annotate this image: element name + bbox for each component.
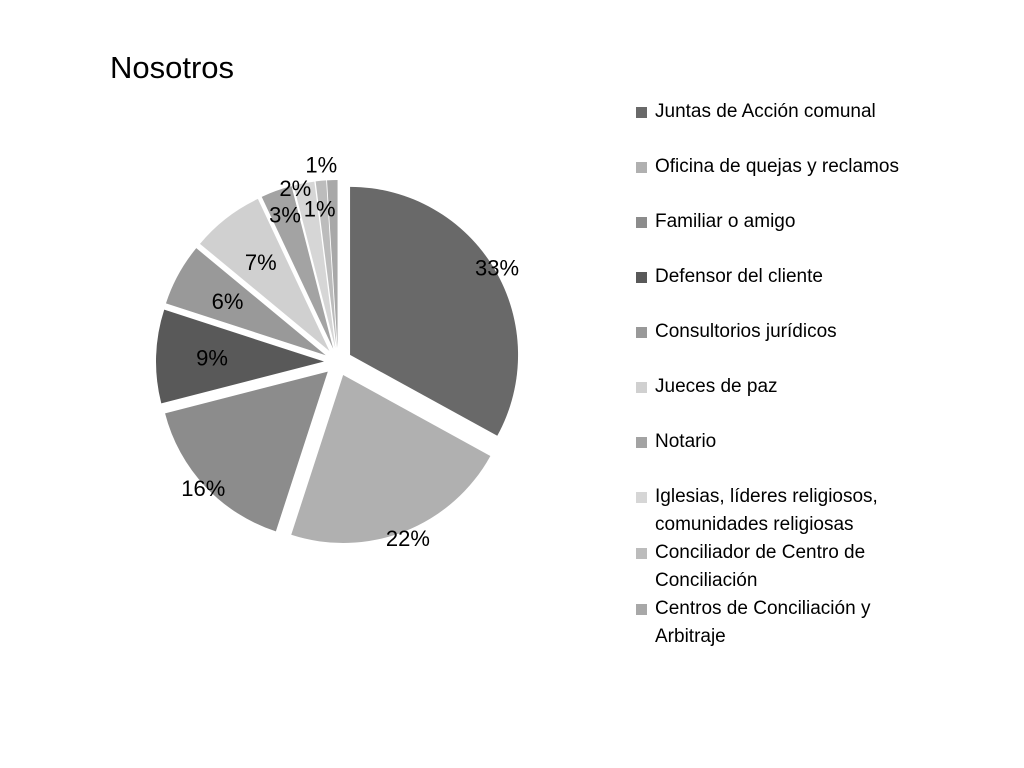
pie-slices bbox=[156, 180, 519, 544]
legend-swatch bbox=[636, 327, 647, 338]
legend: Juntas de Acción comunal Oficina de queja… bbox=[636, 98, 936, 651]
pie-slice bbox=[327, 180, 338, 349]
pie-slice bbox=[350, 186, 519, 436]
pie-data-label: 3% bbox=[269, 202, 301, 227]
legend-item: Centros de Conciliación y Arbitraje bbox=[636, 595, 936, 651]
pie-data-label: 33% bbox=[475, 255, 519, 280]
pie-slice bbox=[165, 371, 328, 532]
legend-label: Juntas de Acción comunal bbox=[655, 101, 876, 122]
legend-item: Iglesias, líderes religiosos, comunidade… bbox=[636, 483, 936, 539]
legend-swatch bbox=[636, 382, 647, 393]
legend-swatch bbox=[636, 107, 647, 118]
pie-slice bbox=[293, 181, 336, 349]
pie-data-label: 7% bbox=[245, 250, 277, 275]
pie-data-label: 1% bbox=[304, 196, 336, 221]
legend-label: Consultorios jurídicos bbox=[655, 321, 837, 342]
legend-item: Conciliador de Centro de Conciliación bbox=[636, 539, 936, 595]
legend-label: Familiar o amigo bbox=[655, 211, 796, 232]
pie-slice bbox=[156, 309, 325, 404]
legend-swatch bbox=[636, 272, 647, 283]
pie-data-label: 16% bbox=[181, 476, 225, 501]
pie-data-label: 6% bbox=[212, 289, 244, 314]
pie-data-labels: 33% 22% 16% 9% 6%7% 3%2%1% 1% bbox=[181, 152, 519, 551]
pie-slice bbox=[315, 180, 337, 349]
pie-data-label: 22% bbox=[386, 526, 430, 551]
pie-data-label: 1% bbox=[305, 152, 337, 177]
pie-data-label: 9% bbox=[196, 346, 228, 371]
legend-label: Centros de Conciliación y Arbitraje bbox=[655, 598, 871, 647]
legend-swatch bbox=[636, 162, 647, 173]
pie-data-label: 2% bbox=[279, 176, 311, 201]
legend-label: Defensor del cliente bbox=[655, 266, 823, 287]
legend-swatch bbox=[636, 492, 647, 503]
legend-swatch bbox=[636, 217, 647, 228]
legend-item: Notario bbox=[636, 428, 936, 456]
legend-label: Notario bbox=[655, 431, 717, 452]
legend-item: Defensor del cliente bbox=[636, 263, 936, 291]
legend-item: Jueces de paz bbox=[636, 373, 936, 401]
legend-swatch bbox=[636, 548, 647, 559]
pie-slice bbox=[165, 248, 326, 356]
legend-swatch bbox=[636, 437, 647, 448]
legend-item: Oficina de quejas y reclamos bbox=[636, 153, 936, 181]
chart-title: Nosotros bbox=[110, 50, 235, 85]
legend-swatch bbox=[636, 604, 647, 615]
legend-label: Oficina de quejas y reclamos bbox=[655, 156, 899, 177]
pie-slice bbox=[261, 186, 334, 349]
legend-item: Consultorios jurídicos bbox=[636, 318, 936, 346]
legend-label: Jueces de paz bbox=[655, 376, 778, 397]
legend-label: Conciliador de Centro de Conciliación bbox=[655, 542, 866, 591]
legend-label: Iglesias, líderes religiosos, comunidade… bbox=[655, 486, 878, 535]
pie-slice bbox=[291, 375, 491, 544]
legend-item: Familiar o amigo bbox=[636, 208, 936, 236]
pie-slice bbox=[199, 198, 330, 351]
legend-item: Juntas de Acción comunal bbox=[636, 98, 936, 126]
